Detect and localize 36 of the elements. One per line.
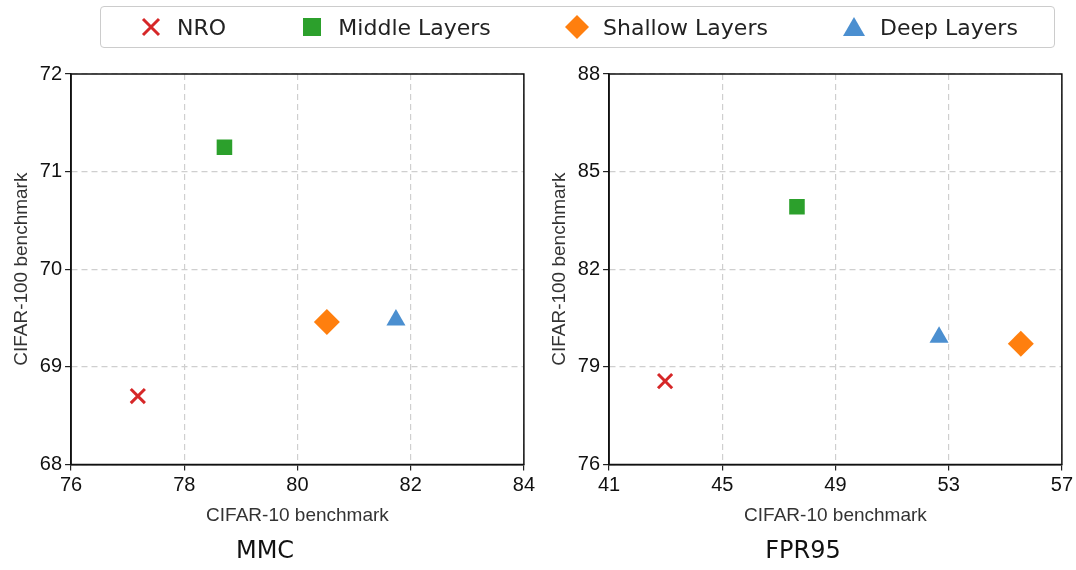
y-tick-label: 88 [577, 61, 601, 84]
x-tick-label: 78 [173, 472, 196, 495]
x-tick-label: 76 [59, 472, 83, 495]
y-tick-label: 72 [39, 61, 63, 84]
y-tick-label: 70 [39, 256, 63, 279]
point [656, 372, 674, 390]
y-tick-label: 71 [39, 159, 63, 182]
x-tick-label: 49 [824, 472, 847, 495]
legend-label: Deep Layers [880, 14, 1018, 40]
legend-label: NRO [177, 14, 227, 40]
x-tick-label: 84 [512, 472, 535, 495]
point [1007, 330, 1034, 357]
y-tick-label: 76 [577, 451, 601, 474]
x-tick-label: 57 [1050, 472, 1073, 495]
y-tick-label: 82 [577, 256, 601, 279]
point [129, 387, 147, 405]
text: MMC [235, 535, 295, 564]
y-axis-title: CIFAR-100 benchmark [547, 172, 569, 366]
y-tick-label: 85 [577, 159, 601, 182]
x-axis-title: CIFAR-10 benchmark [206, 504, 390, 526]
y-tick-label: 69 [39, 354, 63, 377]
legend-label: Shallow Layers [603, 14, 768, 40]
y-tick-label: 79 [577, 354, 601, 377]
x-tick-label: 80 [286, 472, 309, 495]
point [789, 198, 805, 215]
point [313, 308, 340, 335]
x-tick-label: 53 [937, 472, 960, 495]
point [216, 139, 233, 155]
legend-label: Middle Layers [338, 14, 491, 40]
text: FPR95 [765, 535, 841, 564]
x-tick-label: 82 [399, 472, 422, 495]
x-tick-label: 45 [711, 472, 734, 495]
y-tick-label: 68 [39, 451, 63, 474]
x-axis-title: CIFAR-10 benchmark [744, 504, 928, 526]
y-axis-title: CIFAR-100 benchmark [9, 172, 31, 366]
x-tick-label: 41 [597, 472, 621, 495]
